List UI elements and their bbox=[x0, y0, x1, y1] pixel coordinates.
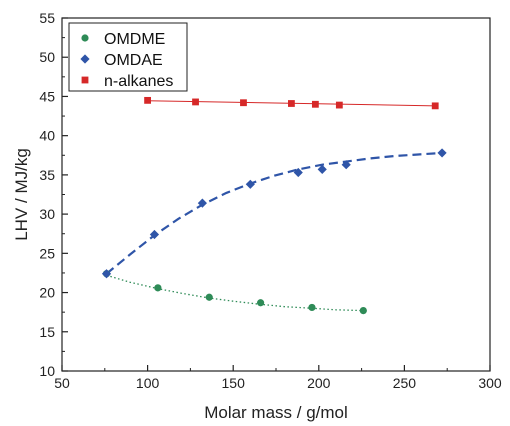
fit-curves bbox=[105, 100, 443, 312]
data-point-1-6 bbox=[341, 160, 351, 170]
data-point-1-5 bbox=[317, 164, 327, 174]
legend-label-2: n-alkanes bbox=[104, 73, 173, 90]
data-point-0-1 bbox=[154, 284, 162, 292]
x-tick-label-50: 50 bbox=[54, 375, 70, 391]
data-point-2-5 bbox=[335, 101, 343, 109]
y-tick-label-10: 10 bbox=[39, 363, 55, 379]
data-point-0-5 bbox=[359, 306, 367, 315]
legend-marker-2 bbox=[81, 76, 89, 84]
data-markers bbox=[101, 96, 447, 315]
data-point-0-3 bbox=[256, 299, 265, 307]
y-tick-label-30: 30 bbox=[39, 206, 55, 222]
data-point-2-1 bbox=[192, 98, 199, 106]
legend: OMDME OMDAE n-alkanes bbox=[68, 22, 188, 92]
data-point-1-0 bbox=[101, 269, 112, 279]
data-point-1-2 bbox=[197, 198, 207, 208]
x-tick-label-300: 300 bbox=[478, 375, 502, 391]
x-tick-label-200: 200 bbox=[307, 375, 331, 391]
y-tick-label-35: 35 bbox=[39, 167, 55, 183]
data-point-0-4 bbox=[308, 303, 316, 312]
data-point-2-6 bbox=[431, 102, 439, 110]
y-tick-label-25: 25 bbox=[39, 245, 55, 261]
y-tick-label-50: 50 bbox=[39, 49, 55, 65]
legend-marker-0 bbox=[81, 34, 89, 42]
data-point-1-7 bbox=[437, 148, 447, 158]
y-tick-label-15: 15 bbox=[39, 324, 55, 340]
x-axis-label: Molar mass / g/mol bbox=[204, 403, 348, 422]
data-point-2-0 bbox=[144, 96, 151, 104]
data-point-2-3 bbox=[288, 100, 295, 107]
data-point-1-3 bbox=[245, 179, 255, 189]
legend-box bbox=[68, 22, 188, 92]
fit-line-1 bbox=[105, 151, 443, 275]
x-tick-label-150: 150 bbox=[222, 375, 246, 391]
y-tick-label-20: 20 bbox=[39, 285, 55, 301]
legend-label-0: OMDME bbox=[104, 31, 165, 48]
fit-line-0 bbox=[106, 274, 364, 312]
y-tick-label-45: 45 bbox=[39, 88, 55, 104]
y-tick-label-40: 40 bbox=[39, 128, 55, 144]
legend-label-1: OMDAE bbox=[104, 52, 163, 69]
x-tick-label-250: 250 bbox=[393, 375, 417, 391]
data-point-1-4 bbox=[293, 167, 303, 178]
axis-ticks: 50 100 150 200 250 300 10 15 20 25 30 35 40 45 50 55 bbox=[39, 10, 501, 391]
data-point-0-2 bbox=[205, 293, 213, 301]
data-point-1-1 bbox=[149, 229, 160, 240]
data-point-2-2 bbox=[240, 99, 247, 107]
data-point-2-4 bbox=[311, 100, 319, 108]
x-tick-label-100: 100 bbox=[136, 375, 160, 391]
legend-marker-1 bbox=[80, 54, 90, 64]
y-tick-label-55: 55 bbox=[39, 10, 55, 26]
y-axis-label: LHV / MJ/kg bbox=[12, 148, 31, 241]
